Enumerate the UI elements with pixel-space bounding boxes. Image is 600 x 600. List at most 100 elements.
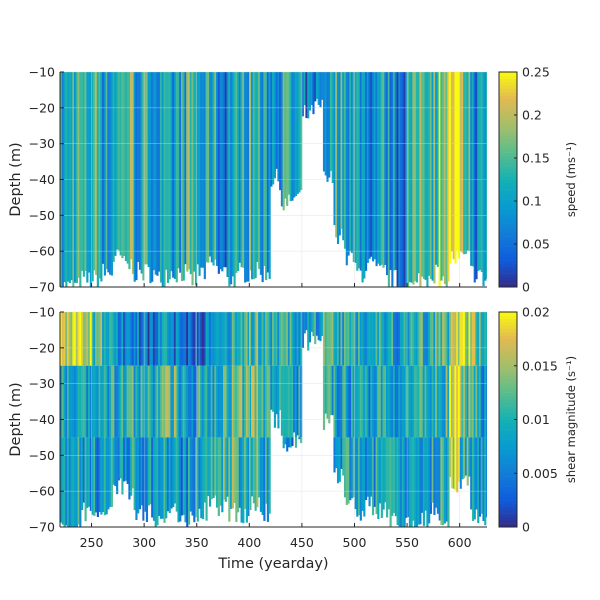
heatmap-cell [357,365,361,438]
heatmap-cell [245,72,248,282]
colorbar-swatch [499,246,517,251]
heatmap-cell [335,437,338,469]
heatmap-cell [135,365,138,438]
heatmap-cell [203,312,206,366]
heatmap-cell [152,312,156,366]
heatmap-cell [438,312,441,366]
colorbar-swatch [499,105,517,110]
heatmap-cell [454,437,457,491]
heatmap-cell [91,312,94,366]
heatmap-cell [180,312,184,366]
heatmap-cell [177,437,180,523]
heatmap-cell [201,312,205,366]
heatmap-cell [387,437,390,510]
heatmap-cell [298,72,301,193]
colorbar-swatch [499,359,517,363]
colorbar-swatch [499,345,517,350]
heatmap-cell [114,72,117,256]
colorbar-swatch [499,253,517,258]
heatmap-cell [217,365,220,438]
y-tick-label: −40 [29,412,55,427]
heatmap-cell [151,72,154,282]
heatmap-cell [263,437,266,521]
heatmap-cell [375,72,378,267]
heatmap-cell [450,312,454,366]
heatmap-cell [168,312,171,366]
heatmap-cell [289,72,292,202]
heatmap-cell [154,72,157,275]
heatmap-cell [417,312,420,366]
heatmap-cell [408,437,411,527]
heatmap-cell [433,437,436,515]
heatmap-cell [82,72,85,277]
heatmap-cell [386,365,389,438]
heatmap-cell [308,72,312,111]
heatmap-cell [414,312,417,366]
heatmap-cell [421,312,424,366]
heatmap-cell [91,437,94,515]
colorbar-swatch [499,243,517,247]
heatmap-cell [463,365,466,438]
heatmap-cell [447,312,450,366]
heatmap-cell [433,312,436,366]
colorbar-swatch [499,382,517,387]
heatmap-cell [307,72,310,119]
heatmap-cell [107,437,110,510]
heatmap-cell [263,312,266,366]
heatmap-cell [489,72,491,280]
heatmap-cell [452,312,455,366]
heatmap-cell [272,365,275,412]
heatmap-cell [375,437,378,515]
colorbar-swatch [499,389,517,393]
heatmap-cell [75,437,78,527]
heatmap-cell [166,72,170,283]
heatmap-cell [419,312,422,366]
heatmap-cell [205,72,208,263]
heatmap-cell [279,312,282,366]
heatmap-cell [321,312,324,336]
heatmap-cell [105,365,108,438]
heatmap-cell [238,72,241,263]
colorbar-swatch [499,443,517,447]
colorbar-label: speed (ms⁻¹) [564,142,578,217]
heatmap-cell [223,365,226,438]
heatmap-cell [293,72,296,198]
heatmap-cell [75,72,78,284]
colorbar-swatch [499,503,517,508]
colorbar-swatch [499,476,517,481]
heatmap-cell [314,312,317,345]
heatmap-cell [322,365,326,430]
heatmap-cell [238,437,241,508]
heatmap-cell [244,72,247,283]
heatmap-cell [291,437,294,447]
heatmap-cell [342,365,345,438]
colorbar-tick-label: 0.005 [522,466,558,481]
heatmap-cell [186,312,189,366]
heatmap-cell [464,312,468,366]
heatmap-cell [170,365,173,438]
heatmap-cell [223,312,226,366]
colorbar-tick-label: 0.02 [522,305,550,320]
heatmap-cell [303,312,306,334]
colorbar-swatch [499,369,517,373]
heatmap-cell [345,437,348,506]
colorbar-swatch [499,332,517,336]
heatmap-cell [270,365,273,410]
heatmap-cell [165,72,168,270]
heatmap-cell [128,312,131,366]
heatmap-cell [407,437,410,518]
heatmap-cell [138,72,142,270]
heatmap-cell [468,72,471,251]
heatmap-cell [343,72,347,249]
heatmap-cell [123,312,126,366]
heatmap-cell [345,365,348,438]
heatmap-cell [373,312,376,366]
heatmap-cell [252,72,255,280]
heatmap-cell [258,365,261,438]
heatmap-cell [350,437,354,499]
heatmap-cell [301,72,305,117]
heatmap-cell [289,312,292,366]
heatmap-cell [282,437,285,449]
heatmap-cell [361,312,364,366]
heatmap-cell [473,365,476,438]
